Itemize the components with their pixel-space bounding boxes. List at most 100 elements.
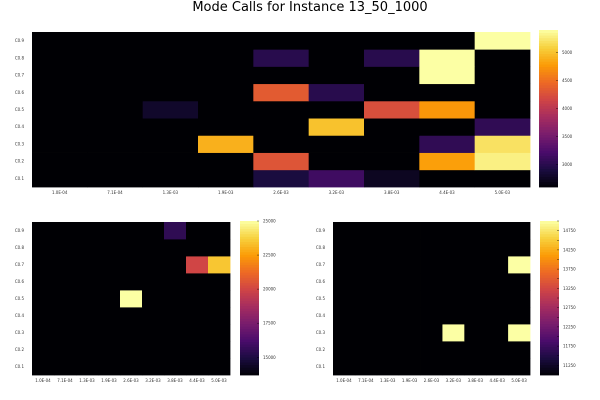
colorbar-step	[539, 77, 558, 81]
colorbar-step	[539, 87, 558, 91]
figure-title: Mode Calls for Instance 13_50_1000	[192, 0, 427, 15]
colorbar-step	[540, 246, 559, 250]
heatmap-cell	[486, 307, 509, 325]
colorbar-step	[540, 272, 559, 276]
heatmap-cell	[333, 358, 356, 376]
colorbar-step	[240, 262, 259, 266]
heatmap-cell	[76, 290, 99, 308]
colorbar-step	[539, 155, 558, 159]
colorbar-step	[240, 346, 259, 350]
colorbar-step	[540, 310, 559, 314]
colorbar-step	[240, 295, 259, 299]
colorbar-step	[539, 116, 558, 120]
colorbar-step	[240, 362, 259, 366]
heatmap-cell	[253, 118, 310, 136]
colorbar-step	[240, 277, 259, 281]
heatmap-cell	[253, 49, 310, 67]
heatmap-cell	[442, 307, 465, 325]
heatmap-cell	[508, 239, 531, 257]
heatmap-cell	[419, 100, 476, 119]
heatmap-cell	[142, 239, 165, 257]
colorbar-step	[539, 40, 558, 44]
colorbar-step	[539, 181, 558, 185]
colorbar-tick-label: 4500	[562, 78, 573, 83]
colorbar-step	[539, 142, 558, 146]
colorbar-step	[540, 349, 559, 353]
heatmap-cell	[333, 239, 356, 257]
heatmap-cell	[486, 324, 509, 342]
heatmap-cell	[142, 358, 165, 376]
x-tick-label: 2.6E-03	[273, 190, 289, 195]
heatmap-cell	[442, 222, 465, 240]
colorbar-step	[539, 61, 558, 65]
heatmap-cell	[198, 32, 254, 50]
y-tick-label: C0.9	[316, 228, 326, 233]
heatmap-cell	[198, 83, 254, 102]
heatmap-cell	[486, 358, 509, 376]
heatmap-cell	[419, 118, 476, 136]
heatmap-cell	[87, 49, 144, 67]
heatmap-cell	[208, 273, 231, 291]
heatmap-cell	[253, 152, 310, 171]
heatmap-cell	[419, 32, 476, 50]
colorbar-step	[539, 56, 558, 60]
heatmap-cell	[308, 169, 365, 188]
heatmap-cell	[98, 239, 121, 257]
colorbar-tick-label: 15000	[263, 355, 276, 360]
heatmap-cell	[186, 290, 209, 308]
heatmap-cell	[142, 273, 165, 291]
y-tick-label: C0.5	[15, 107, 25, 112]
heatmap-cell	[376, 273, 400, 291]
colorbar-step	[539, 64, 558, 68]
heatmap-cell	[164, 256, 187, 274]
colorbar-step	[540, 331, 559, 335]
colorbar-step	[540, 339, 559, 343]
y-tick-label: C0.3	[15, 141, 25, 146]
heatmap-cell	[508, 307, 531, 325]
heatmap-cell	[54, 307, 77, 325]
x-tick-label: 2.6E-03	[123, 378, 139, 383]
y-tick-label: C0.4	[316, 313, 326, 318]
colorbar-step	[540, 231, 559, 235]
heatmap-cell	[442, 341, 465, 359]
heatmap-cell	[208, 256, 231, 274]
heatmap-cell	[98, 222, 121, 240]
colorbar-step	[540, 249, 559, 253]
colorbar-step	[539, 134, 558, 138]
colorbar-step	[240, 367, 259, 371]
colorbar-step	[240, 246, 259, 250]
heatmap-cell	[474, 49, 531, 67]
colorbar-step	[539, 84, 558, 88]
heatmap-cell	[420, 256, 443, 274]
heatmap-cell	[420, 341, 443, 359]
colorbar-tick-label: 14750	[563, 228, 576, 233]
colorbar-step	[240, 372, 259, 376]
colorbar-step	[539, 43, 558, 47]
colorbar-step	[539, 37, 558, 41]
heatmap-cell	[164, 358, 187, 376]
heatmap-cell	[87, 83, 144, 102]
x-tick-label: 7.1E-04	[358, 378, 374, 383]
y-tick-label: C0.8	[15, 55, 25, 60]
colorbar-step	[240, 223, 259, 227]
heatmap-cell	[419, 152, 476, 171]
heatmap-cell	[32, 32, 88, 50]
colorbar-step	[540, 290, 559, 294]
heatmap-cell	[164, 290, 187, 308]
colorbar-step	[540, 303, 559, 307]
colorbar-step	[539, 158, 558, 162]
colorbar-tick-label: 14250	[563, 247, 576, 252]
colorbar-step	[240, 359, 259, 363]
colorbar-tick-label: 5000	[562, 50, 573, 55]
y-tick-label: C0.2	[15, 159, 25, 164]
heatmap-cell	[442, 290, 465, 308]
heatmap-cell	[442, 239, 465, 257]
heatmap-cell	[486, 222, 509, 240]
colorbar-step	[539, 103, 558, 107]
colorbar-step	[240, 308, 259, 312]
colorbar-step	[240, 292, 259, 296]
colorbar-step	[539, 92, 558, 96]
y-tick-label: C0.3	[316, 330, 326, 335]
heatmap-cell	[98, 307, 121, 325]
heatmap-cell	[354, 358, 378, 376]
